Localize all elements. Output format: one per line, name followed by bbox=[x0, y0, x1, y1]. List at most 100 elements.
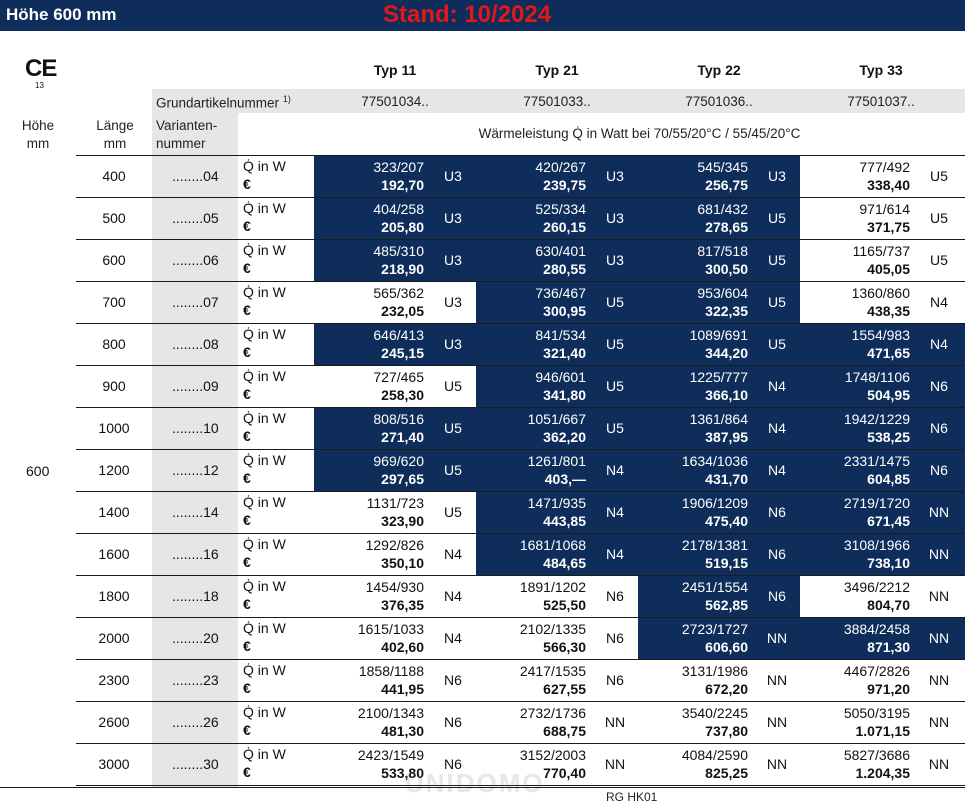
price: 627,55 bbox=[543, 681, 586, 697]
laenge-value: 400 bbox=[102, 168, 126, 184]
price: 504,95 bbox=[867, 387, 910, 403]
heat-output: 323/207 bbox=[373, 159, 424, 175]
price: 300,95 bbox=[543, 303, 586, 319]
heat-output: 2423/1549 bbox=[357, 747, 424, 763]
q-label: Q̇ in W bbox=[243, 746, 286, 762]
price-class: U3 bbox=[444, 294, 462, 310]
q-label: Q̇ in W bbox=[243, 620, 286, 636]
q-label: Q̇ in W bbox=[243, 158, 286, 174]
euro-label: € bbox=[243, 344, 251, 360]
heat-output: 1225/777 bbox=[689, 369, 748, 385]
variant-number: ........12 bbox=[172, 462, 219, 478]
euro-label: € bbox=[243, 680, 251, 696]
table-cell bbox=[476, 198, 638, 239]
euro-label: € bbox=[243, 638, 251, 654]
table-cell bbox=[800, 366, 965, 407]
hoehe-value: 600 bbox=[26, 463, 50, 479]
euro-label: € bbox=[243, 596, 251, 612]
q-label: Q̇ in W bbox=[243, 368, 286, 384]
row-divider bbox=[76, 659, 965, 660]
table-cell bbox=[476, 534, 638, 575]
grundartikel-typ-21: 77501033.. bbox=[523, 94, 591, 109]
row-divider bbox=[76, 365, 965, 366]
price-class: N4 bbox=[768, 420, 786, 436]
row-divider bbox=[76, 449, 965, 450]
price: 278,65 bbox=[705, 219, 748, 235]
price: 338,40 bbox=[867, 177, 910, 193]
price: 1.204,35 bbox=[855, 765, 911, 781]
heat-output: 404/258 bbox=[373, 201, 424, 217]
price: 260,15 bbox=[543, 219, 586, 235]
grundartikel-band bbox=[152, 89, 965, 113]
price: 566,30 bbox=[543, 639, 586, 655]
heat-output: 2719/1720 bbox=[843, 495, 910, 511]
price: 371,75 bbox=[867, 219, 910, 235]
price-class: N6 bbox=[444, 756, 462, 772]
heat-output: 5827/3686 bbox=[843, 747, 910, 763]
row-divider bbox=[76, 491, 965, 492]
heat-output: 545/345 bbox=[697, 159, 748, 175]
price-class: N4 bbox=[930, 294, 948, 310]
euro-label: € bbox=[243, 176, 251, 192]
variant-number: ........10 bbox=[172, 420, 219, 436]
q-label: Q̇ in W bbox=[243, 200, 286, 216]
price: 300,50 bbox=[705, 261, 748, 277]
variant-header-band bbox=[152, 113, 238, 155]
table-cell bbox=[638, 324, 800, 365]
price-class: U3 bbox=[444, 336, 462, 352]
price-class: NN bbox=[928, 756, 950, 772]
heat-output: 1858/1188 bbox=[358, 663, 424, 679]
price: 438,35 bbox=[867, 303, 910, 319]
laenge-value: 2300 bbox=[98, 672, 130, 688]
heat-output: 1471/935 bbox=[527, 495, 586, 511]
variant-number: ........30 bbox=[172, 756, 219, 772]
euro-label: € bbox=[243, 260, 251, 276]
header-divider bbox=[76, 155, 965, 156]
laenge-value: 600 bbox=[102, 252, 126, 268]
euro-label: € bbox=[243, 722, 251, 738]
euro-label: € bbox=[243, 764, 251, 780]
price: 525,50 bbox=[543, 597, 586, 613]
table-cell bbox=[638, 618, 800, 659]
price-class: U5 bbox=[444, 420, 462, 436]
heat-output: 777/492 bbox=[859, 159, 910, 175]
table-cell bbox=[476, 492, 638, 533]
table-cell bbox=[314, 240, 476, 281]
heat-output: 1454/930 bbox=[365, 579, 424, 595]
price: 366,10 bbox=[705, 387, 748, 403]
table-cell bbox=[800, 618, 965, 659]
price-class: NN bbox=[928, 672, 950, 688]
table-cell bbox=[800, 492, 965, 533]
price: 672,20 bbox=[705, 681, 748, 697]
q-label: Q̇ in W bbox=[243, 326, 286, 342]
price-class: U5 bbox=[930, 210, 948, 226]
price: 471,65 bbox=[867, 345, 910, 361]
heat-output: 1361/864 bbox=[689, 411, 748, 427]
heat-output: 681/432 bbox=[697, 201, 748, 217]
price: 431,70 bbox=[705, 471, 748, 487]
table-cell bbox=[476, 156, 638, 197]
table-cell bbox=[314, 324, 476, 365]
table-cell bbox=[476, 366, 638, 407]
variant-column-band bbox=[152, 155, 238, 787]
price: 738,10 bbox=[867, 555, 910, 571]
table-cell bbox=[314, 198, 476, 239]
variant-number: ........06 bbox=[172, 252, 219, 268]
price-class: U3 bbox=[606, 252, 624, 268]
q-label: Q̇ in W bbox=[243, 704, 286, 720]
heat-output: 1051/667 bbox=[527, 411, 586, 427]
price: 737,80 bbox=[705, 723, 748, 739]
price-class: U3 bbox=[444, 252, 462, 268]
row-divider bbox=[76, 743, 965, 744]
table-cell bbox=[638, 492, 800, 533]
price: 804,70 bbox=[867, 597, 910, 613]
laenge-value: 800 bbox=[102, 336, 126, 352]
table-cell bbox=[638, 576, 800, 617]
heat-output: 971/614 bbox=[859, 201, 910, 217]
price-class: N6 bbox=[930, 378, 948, 394]
euro-label: € bbox=[243, 218, 251, 234]
table-cell bbox=[476, 324, 638, 365]
price-class: NN bbox=[928, 504, 950, 520]
heat-output: 4467/2826 bbox=[843, 663, 910, 679]
laenge-value: 1000 bbox=[98, 420, 130, 436]
